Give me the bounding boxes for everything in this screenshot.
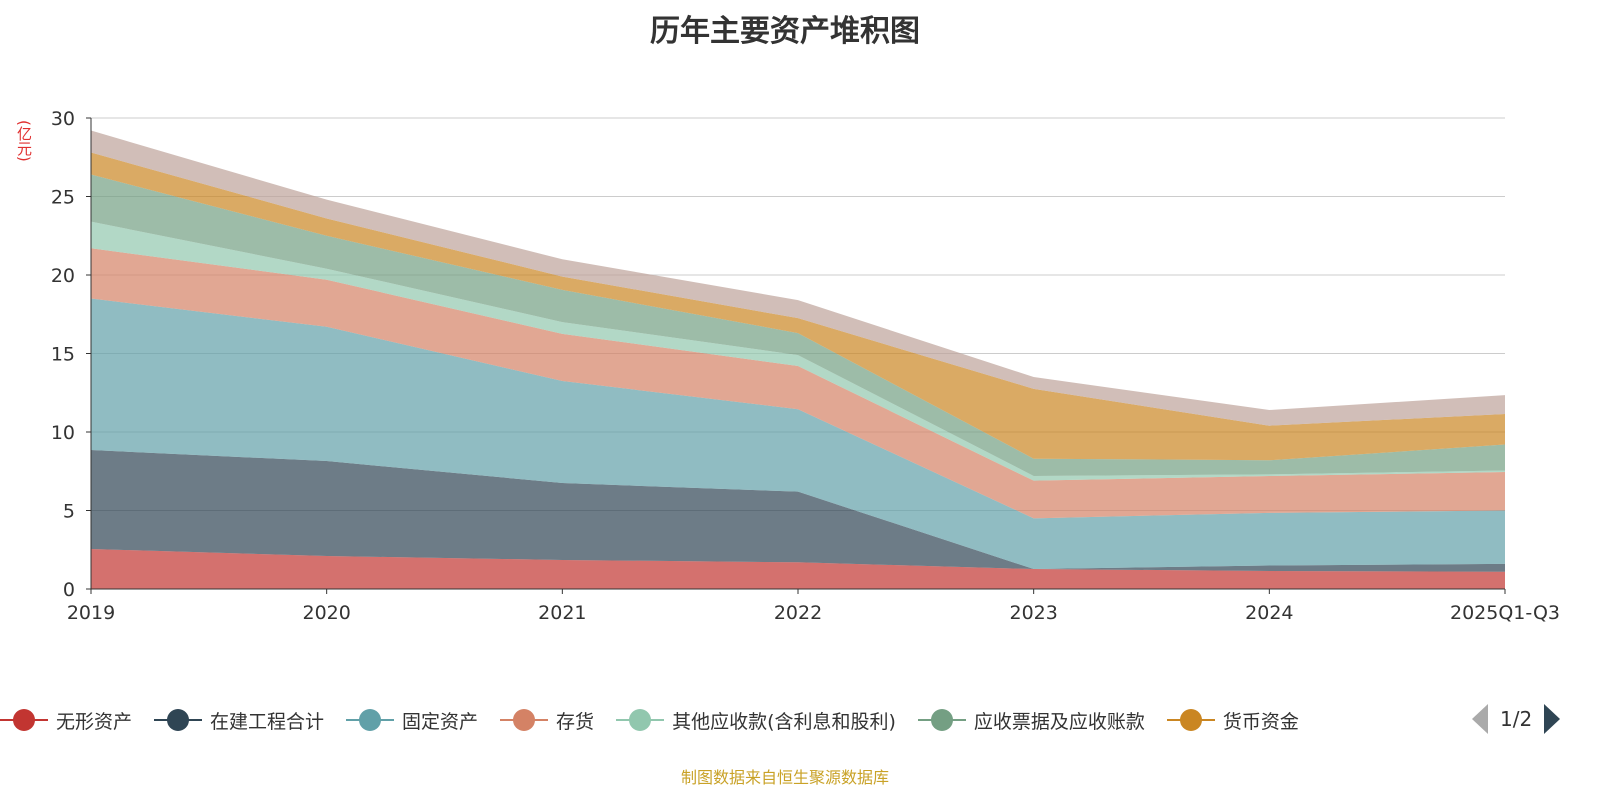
legend-item[interactable]: 固定资产 (346, 703, 478, 737)
chart-title: 历年主要资产堆积图 (650, 14, 920, 49)
y-tick-label: 15 (51, 344, 75, 366)
legend-page-indicator: 1/2 (1500, 707, 1533, 731)
stacked-area-chart: 0 5 10 15 20 25 30 2019 2020 2021 2022 2023 2024 2025… (51, 108, 1560, 624)
y-tick-label: 5 (63, 501, 75, 523)
legend-item[interactable]: 其他应收款(含利息和股利) (616, 703, 896, 737)
legend-item[interactable]: 存货 (500, 703, 594, 737)
legend-item[interactable]: 在建工程合计 (154, 703, 324, 737)
x-tick-label: 2019 (67, 602, 115, 624)
data-source-note: 制图数据来自恒生聚源数据库 (680, 768, 889, 787)
x-tick-label: 2021 (538, 602, 586, 624)
y-tick-label: 25 (51, 187, 75, 209)
legend-label: 其他应收款(含利息和股利) (672, 710, 896, 733)
y-tick-label: 30 (51, 108, 75, 130)
legend-label: 应收票据及应收账款 (973, 710, 1145, 733)
legend-marker-icon (154, 708, 203, 732)
legend-item[interactable]: 无形资产 (0, 703, 132, 737)
area-series-1 (91, 450, 1505, 572)
legend-label: 存货 (556, 710, 595, 733)
x-tick-label: 2025Q1-Q3 (1450, 602, 1560, 624)
legend-marker-icon (1166, 708, 1215, 732)
area-series-0 (91, 548, 1505, 589)
area-series-6 (91, 152, 1505, 461)
y-tick-label: 20 (51, 265, 75, 287)
legend-next-arrow-icon[interactable] (1544, 704, 1561, 734)
legend-marker-icon (616, 708, 665, 732)
legend-label: 固定资产 (402, 710, 479, 733)
legend-label: 货币资金 (1222, 710, 1299, 733)
legend-item[interactable]: 货币资金 (1166, 703, 1299, 737)
legend-marker-icon (346, 708, 395, 732)
y-tick-label: 10 (51, 422, 75, 444)
y-axis-unit: (亿元) (15, 120, 33, 162)
y-tick-label: 0 (63, 579, 75, 601)
legend-marker-icon (917, 708, 966, 732)
x-tick-label: 2020 (302, 602, 350, 624)
x-tick-label: 2022 (774, 602, 822, 624)
legend-pager: 1/2 (1472, 704, 1561, 734)
x-tick-label: 2023 (1009, 602, 1057, 624)
legend-label: 无形资产 (56, 710, 133, 733)
legend-prev-arrow-icon[interactable] (1472, 704, 1488, 734)
legend: 无形资产 在建工程合计 固定资产 存货 其他应收款(含利息和股利) 应收票据及应收账款 货币… (0, 703, 1470, 737)
legend-marker-icon (0, 708, 48, 732)
legend-label: 在建工程合计 (210, 710, 325, 733)
area-series-3 (91, 248, 1505, 519)
legend-item[interactable]: 应收票据及应收账款 (917, 703, 1145, 737)
area-series-2 (91, 298, 1505, 570)
legend-marker-icon (500, 708, 549, 732)
x-tick-label: 2024 (1245, 602, 1293, 624)
